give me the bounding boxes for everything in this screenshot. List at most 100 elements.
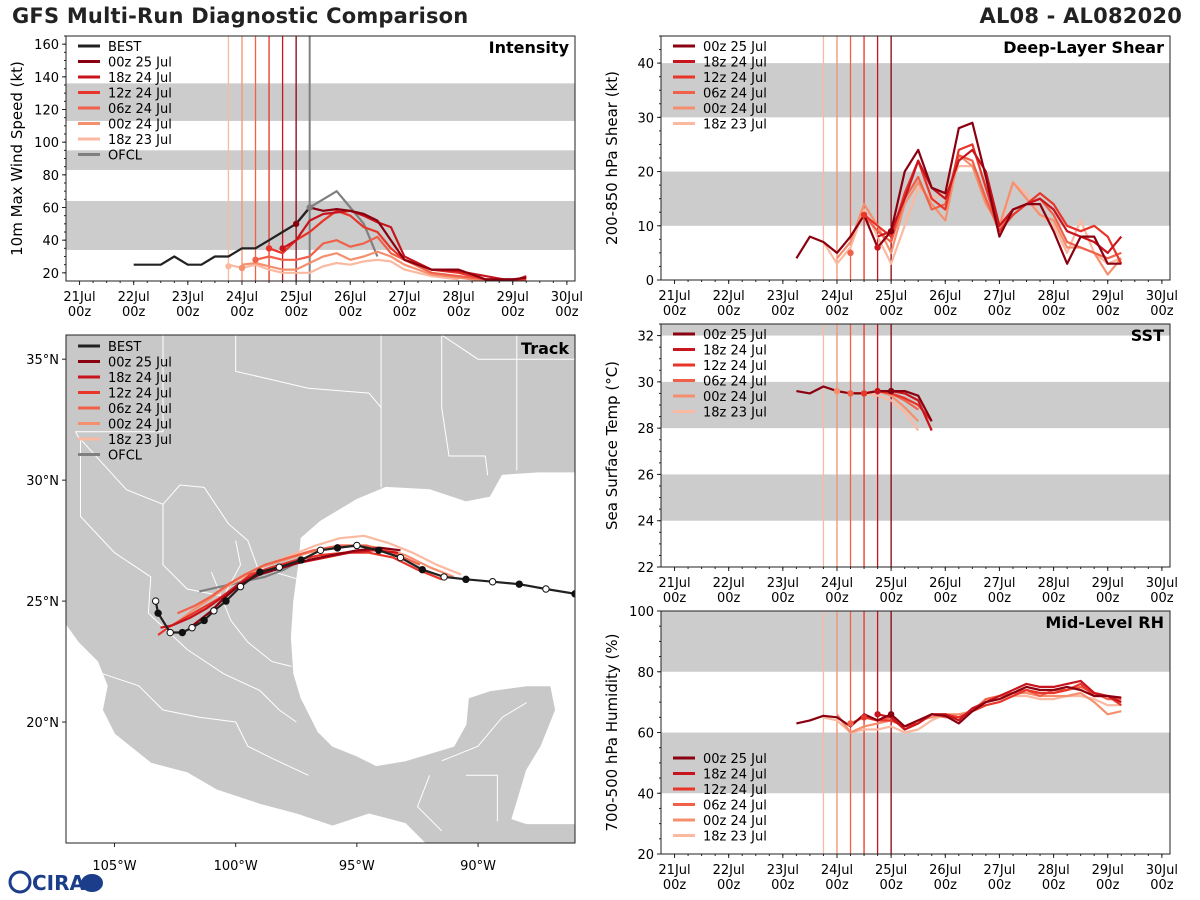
intensity-ytick-label-80: 80	[42, 169, 59, 184]
track-lat-label: 35°N	[26, 353, 59, 368]
track-best-marker	[488, 578, 497, 586]
sst-series-group	[796, 385, 933, 432]
sst-xtick-label: 00z	[825, 591, 849, 606]
intensity-marker-12z-24-jul	[265, 245, 273, 252]
rh-marker-18z-24-jul	[874, 711, 881, 718]
rh-legend-label-18z-24-jul: 18z 24 Jul	[703, 768, 767, 783]
intensity-legend-label-18z-23-jul: 18z 23 Jul	[108, 133, 172, 148]
page-title: GFS Multi-Run Diagnostic Comparison	[12, 4, 469, 28]
track-best-marker	[178, 628, 187, 637]
rh-band-1	[661, 611, 1170, 672]
track-best-marker	[200, 616, 208, 625]
sst-chart: 22242628303221Jul00z22Jul00z23Jul00z24Ju…	[603, 323, 1178, 606]
shear-xtick-label: 25Jul	[875, 289, 907, 304]
sst-legend-label-00z-24-jul: 00z 24 Jul	[703, 390, 767, 405]
sst-xtick-label: 00z	[663, 591, 687, 606]
rh-ytick-label-60: 60	[637, 727, 654, 742]
sst-legend-label-00z-25-jul: 00z 25 Jul	[703, 328, 767, 343]
intensity-series-ofcl	[309, 190, 379, 257]
track-lon-label: 90°W	[460, 859, 496, 874]
intensity-legend-label-best: BEST	[108, 40, 141, 55]
sst-xtick-label: 27Jul	[983, 576, 1015, 591]
sst-marker-00z-24-jul	[833, 387, 841, 395]
track-best-marker	[236, 582, 245, 591]
intensity-title: Intensity	[489, 38, 570, 57]
sst-xtick-label: 23Jul	[767, 576, 799, 591]
border-line-7	[80, 439, 152, 614]
rh-xtick-label: 00z	[825, 878, 849, 893]
intensity-ytick-label-20: 20	[42, 267, 59, 282]
intensity-xtick-label: 27Jul	[388, 290, 420, 305]
sst-xtick-label: 25Jul	[875, 576, 907, 591]
shear-ylabel: 200-850 hPa Shear (kt)	[603, 71, 621, 245]
track-lon-label: 100°W	[214, 859, 258, 874]
sst-xtick-label: 21Jul	[658, 576, 690, 591]
sst-xtick-label: 29Jul	[1092, 576, 1124, 591]
intensity-xtick-label: 24Jul	[226, 290, 258, 305]
rh-xtick-label: 26Jul	[929, 863, 961, 878]
track-best-marker	[297, 556, 305, 564]
track-best-marker	[188, 624, 196, 632]
rh-legend-label-18z-23-jul: 18z 23 Jul	[703, 830, 767, 845]
shear-series-group	[795, 121, 1123, 276]
shear-ytick-label-40: 40	[637, 57, 654, 72]
sst-legend-label-18z-23-jul: 18z 23 Jul	[703, 406, 767, 421]
rh-xtick-label: 00z	[879, 878, 903, 893]
track-legend-label-18z-23-jul: 18z 23 Jul	[108, 433, 172, 448]
track-best-marker	[256, 568, 264, 576]
intensity-xtick-label: 00z	[122, 305, 146, 320]
shear-xtick-label: 00z	[988, 304, 1012, 319]
rh-band-0	[661, 732, 1170, 794]
rh-ytick-label-100: 100	[629, 605, 654, 620]
sst-marker-00z-25-jul	[887, 387, 895, 395]
intensity-xtick-label: 00z	[68, 305, 92, 320]
shear-legend-label-00z-25-jul: 00z 25 Jul	[703, 40, 767, 55]
rh-xtick-label: 22Jul	[713, 863, 745, 878]
rh-legend-label-00z-24-jul: 00z 24 Jul	[703, 814, 767, 829]
border-line-6	[441, 335, 575, 360]
shear-legend-label-18z-24-jul: 18z 24 Jul	[703, 56, 767, 71]
shear-ytick-label-30: 30	[637, 111, 654, 126]
intensity-xtick-label: 25Jul	[280, 290, 312, 305]
shear-xtick-label: 00z	[1150, 304, 1174, 319]
rh-series-18z-24-jul	[877, 679, 1122, 731]
intensity-band-2	[66, 83, 575, 121]
shear-marker-00z-25-jul	[887, 228, 895, 235]
sst-xtick-label: 00z	[771, 591, 795, 606]
intensity-xtick-label: 00z	[555, 305, 579, 320]
track-best-marker	[418, 565, 426, 574]
track-series-06z-24-jul	[177, 544, 421, 615]
shear-xtick-label: 22Jul	[713, 289, 745, 304]
shear-marker-18z-24-jul	[874, 244, 881, 251]
border-line-1	[74, 335, 164, 437]
sst-ytick-label-26: 26	[637, 468, 654, 483]
shear-legend-label-18z-23-jul: 18z 23 Jul	[703, 118, 767, 133]
intensity-xtick-label: 00z	[393, 305, 417, 320]
sst-xtick-label: 00z	[1096, 591, 1120, 606]
border-line-12	[416, 775, 443, 832]
intensity-ytick-label-160: 160	[34, 38, 59, 53]
track-series-00z-25-jul	[188, 546, 401, 629]
intensity-chart: 2040608010012014016021Jul00z22Jul00z23Ju…	[8, 35, 583, 320]
sst-legend-label-18z-24-jul: 18z 24 Jul	[703, 344, 767, 359]
shear-xtick-label: 24Jul	[821, 289, 853, 304]
shear-xtick-label: 21Jul	[658, 289, 690, 304]
track-lat-label: 30°N	[26, 474, 59, 489]
rh-xtick-label: 00z	[717, 878, 741, 893]
sst-xtick-label: 00z	[988, 591, 1012, 606]
intensity-xtick-label: 26Jul	[334, 290, 366, 305]
sst-xtick-label: 24Jul	[821, 576, 853, 591]
track-legend-label-12z-24-jul: 12z 24 Jul	[108, 387, 172, 402]
shear-ytick-label-10: 10	[637, 220, 654, 235]
sst-ytick-label-22: 22	[637, 561, 654, 576]
border-line-11	[102, 673, 309, 776]
rh-xtick-label: 23Jul	[767, 863, 799, 878]
track-series-ofcl	[199, 559, 302, 593]
track-best-marker	[462, 575, 470, 584]
track-best-marker	[275, 563, 283, 571]
intensity-marker-ofcl	[306, 204, 313, 211]
sst-ylabel: Sea Surface Temp (°C)	[603, 361, 621, 530]
sst-title: SST	[1131, 326, 1164, 345]
intensity-series-best	[133, 206, 311, 266]
